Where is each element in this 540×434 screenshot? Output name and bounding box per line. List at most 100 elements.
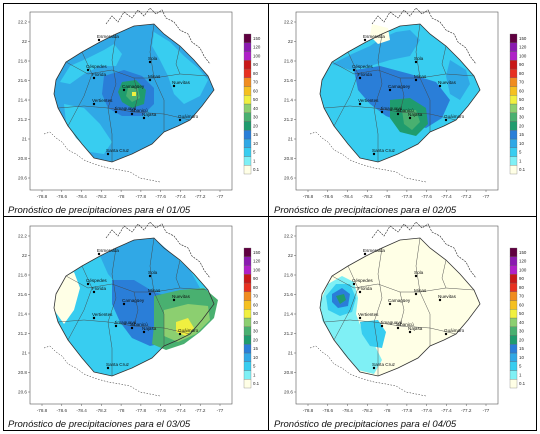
place-marker [130,112,134,116]
rain-area-7 [132,92,136,96]
colorbar-swatch [243,274,252,284]
y-tick-label: 21 [22,137,28,142]
colorbar-label: 80 [519,71,524,76]
place-label: Minas [414,74,427,79]
colorbar-label: 1 [519,372,522,377]
place-label: Jimaguayú [114,320,137,325]
place-label: Jimaguayú [380,320,403,325]
place-label: Florida [358,286,372,291]
colorbar-label: 30 [519,329,524,334]
colorbar-swatch [243,77,252,87]
place-marker [372,152,376,156]
x-tick-label: -77.4 [175,194,186,199]
place-label: Guáimaro [178,328,199,333]
colorbar-swatch [243,86,252,96]
colorbar-swatch [243,51,252,61]
rain-area-3 [64,104,112,154]
y-tick-label: 21.2 [284,331,293,336]
colorbar-swatch [243,156,252,166]
colorbar-label: 10 [253,141,258,146]
place-marker [352,68,356,72]
place-marker [172,84,176,88]
x-tick-label: -78.6 [323,194,334,199]
colorbar-swatch [509,156,518,166]
colorbar-swatch [243,112,252,122]
x-tick-label: -78.6 [57,194,68,199]
place-marker [148,292,152,296]
colorbar-label: 100 [253,267,261,272]
colorbar-swatch [243,95,252,105]
colorbar-label: 90 [519,276,524,281]
colorbar-label: 100 [519,267,527,272]
north-cays [105,221,211,279]
colorbar-swatch [243,265,252,275]
forecast-map-0305: Esmeralda Céspedes Florida Sola CamagüeyMina… [18,221,261,413]
colorbar-swatch [243,68,252,78]
place-marker [97,38,101,42]
place-marker [86,68,90,72]
colorbar-label: 120 [519,259,527,264]
y-tick-label: 21.8 [18,59,27,64]
colorbar-label: 80 [519,285,524,290]
forecast-map-0105: Esmeralda Céspedes Florida Sola CamagüeyMina… [18,7,261,199]
colorbar-label: 15 [253,132,258,137]
colorbar-swatch [509,165,518,175]
place-label: Esmeralda [363,34,385,39]
colorbar-swatch [509,274,518,284]
x-tick-label: -77 [217,408,224,413]
colorbar-swatch [243,60,252,70]
colorbar-swatch [243,344,252,354]
y-tick-label: 20.8 [284,370,293,375]
municipal-boundary-5 [399,77,405,113]
place-marker [92,316,96,320]
rain-area-1 [332,30,420,70]
y-tick-label: 21.8 [18,273,27,278]
municipal-boundary-4 [57,319,191,335]
y-tick-label: 20.8 [18,156,27,161]
place-marker [92,290,96,294]
place-label: Sola [414,56,424,61]
colorbar-label: 100 [253,53,261,58]
colorbar-label: 70 [519,294,524,299]
municipal-boundary-5 [133,291,139,327]
south-cays [43,131,161,183]
south-cays [309,131,427,183]
y-tick-label: 21.4 [284,98,293,103]
x-tick-label: -77.8 [402,408,413,413]
colorbar-swatch [243,300,252,310]
colorbar-swatch [509,51,518,61]
colorbar-swatch [509,60,518,70]
x-tick-label: -78.6 [323,408,334,413]
place-marker [122,88,126,92]
colorbar-label: 40 [519,320,524,325]
colorbar-swatch [243,42,252,52]
y-tick-label: 22.2 [18,20,27,25]
place-label: Nuevitas [172,294,191,299]
rain-area-4 [402,110,420,130]
municipal-boundary-0 [67,265,93,341]
colorbar-label: 5 [519,364,522,369]
place-marker [142,330,146,334]
colorbar-label: 10 [253,355,258,360]
colorbar-swatch [243,33,252,43]
colorbar-label: 40 [519,106,524,111]
x-tick-label: -78 [384,408,391,413]
place-marker [414,274,418,278]
colorbar-swatch [509,112,518,122]
x-tick-label: -78.6 [57,408,68,413]
place-marker [388,88,392,92]
municipal-boundary-5 [399,291,405,327]
colorbar-label: 15 [253,346,258,351]
panel-divider-horizontal [3,216,537,217]
colorbar-swatch [509,282,518,292]
colorbar-swatch [243,379,252,389]
forecast-panel-0405: Esmeralda Céspedes Florida Sola Camagüey Mina… [270,218,534,430]
colorbar-label: 60 [253,88,258,93]
colorbar-label: 0.1 [253,167,260,172]
place-label: Najasa [408,112,423,117]
x-tick-label: -77 [217,194,224,199]
colorbar-swatch [509,291,518,301]
colorbar-swatch [509,33,518,43]
colorbar-swatch [243,352,252,362]
place-label: Esmeralda [97,248,119,253]
